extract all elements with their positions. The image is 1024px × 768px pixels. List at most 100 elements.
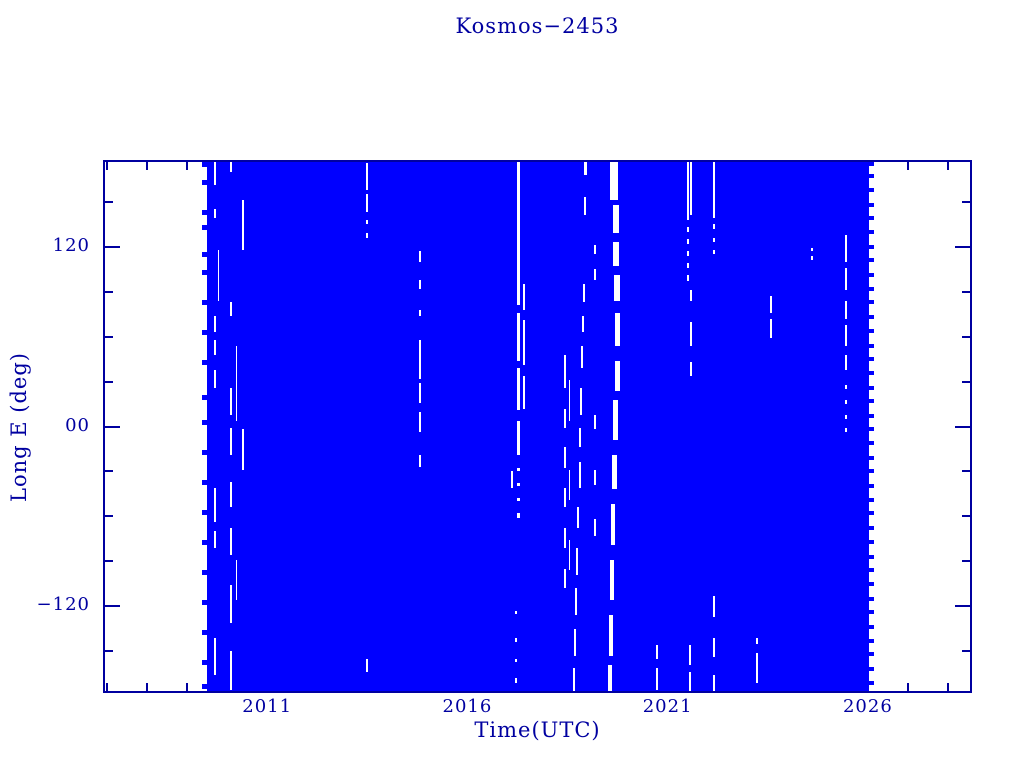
gap-streak [844,414,847,419]
gap-streak [574,588,577,616]
gap-streak [366,233,369,238]
y-tick [955,425,970,428]
edge-dash [868,399,874,404]
gap-streak [523,320,526,366]
gap-streak [580,345,583,369]
gap-streak [366,219,369,225]
gap-streak [515,610,518,614]
gap-streak [844,324,847,346]
edge-dash [868,455,874,460]
gap-streak [613,399,619,440]
edge-dash [868,511,874,516]
edge-dash [202,210,208,216]
edge-dash [868,174,874,179]
y-tick-label: 120 [52,234,90,256]
gap-streak [810,248,813,252]
edge-dash [868,596,874,601]
edge-dash [868,244,874,249]
edge-dash [868,328,874,333]
gap-streak [564,408,566,428]
gap-streak [581,315,584,333]
gap-streak [612,454,618,490]
gap-streak [523,375,526,409]
gap-streak [689,645,692,665]
gap-streak [242,429,244,470]
gap-streak [517,468,520,472]
gap-streak [844,427,847,433]
edge-dash [202,539,208,545]
gap-streak [515,658,518,662]
edge-dash [868,680,874,685]
gap-streak [523,284,526,310]
gap-streak [572,667,575,691]
gap-streak [230,481,233,508]
edge-dash [868,497,874,502]
edge-dash [202,479,208,485]
gap-streak [517,368,520,411]
x-tick [946,683,949,691]
edge-dash [868,581,874,586]
gap-streak [517,312,520,361]
edge-dash [868,625,874,630]
gap-streak [419,251,422,262]
gap-streak [517,483,520,487]
gap-streak [214,339,217,355]
y-tick [105,245,120,248]
gap-streak [594,414,597,430]
gap-streak [564,568,566,589]
edge-dash [868,187,874,192]
gap-streak [517,162,520,306]
gap-streak [582,284,585,303]
gap-streak [230,427,233,455]
gap-streak [689,362,692,376]
gap-streak [689,162,692,216]
gap-streak [515,678,518,683]
gap-streak [687,162,690,220]
gap-streak [687,275,690,282]
gap-streak [511,471,514,488]
edge-dash [868,385,874,390]
plot-frame [103,160,972,693]
edge-dash [868,162,874,166]
gap-streak [687,227,690,232]
gap-streak [583,197,586,216]
y-tick [105,650,113,653]
x-tick [906,162,909,170]
gap-streak [689,321,692,346]
gap-streak [214,209,217,219]
x-tick [946,162,949,170]
gap-streak [230,585,233,623]
x-tick [186,162,189,170]
gap-streak [584,162,587,175]
gap-streak [230,651,233,690]
edge-dash [868,343,874,348]
edge-dash [202,162,208,168]
gap-streak [564,487,566,508]
gap-streak [755,637,758,644]
x-tick [146,683,149,691]
gap-streak [214,162,217,186]
edge-dash [868,610,874,615]
gap-streak [656,667,659,690]
gap-streak [713,224,716,229]
gap-streak [844,399,847,405]
gap-streak [230,162,233,172]
edge-dash [202,330,208,336]
gap-streak [564,354,566,388]
gap-streak [217,249,220,301]
gap-streak [755,652,758,683]
edge-dash [868,526,874,531]
gap-streak [366,162,369,190]
edge-dash [202,394,208,400]
gap-streak [569,469,571,500]
edge-dash [868,554,874,559]
gap-streak [769,296,772,313]
edge-dash [202,659,208,665]
gap-streak [615,312,621,346]
y-tick [962,650,970,653]
gap-streak [689,290,692,301]
edge-dash [868,414,874,419]
gap-streak [844,384,847,390]
gap-streak [844,234,847,262]
